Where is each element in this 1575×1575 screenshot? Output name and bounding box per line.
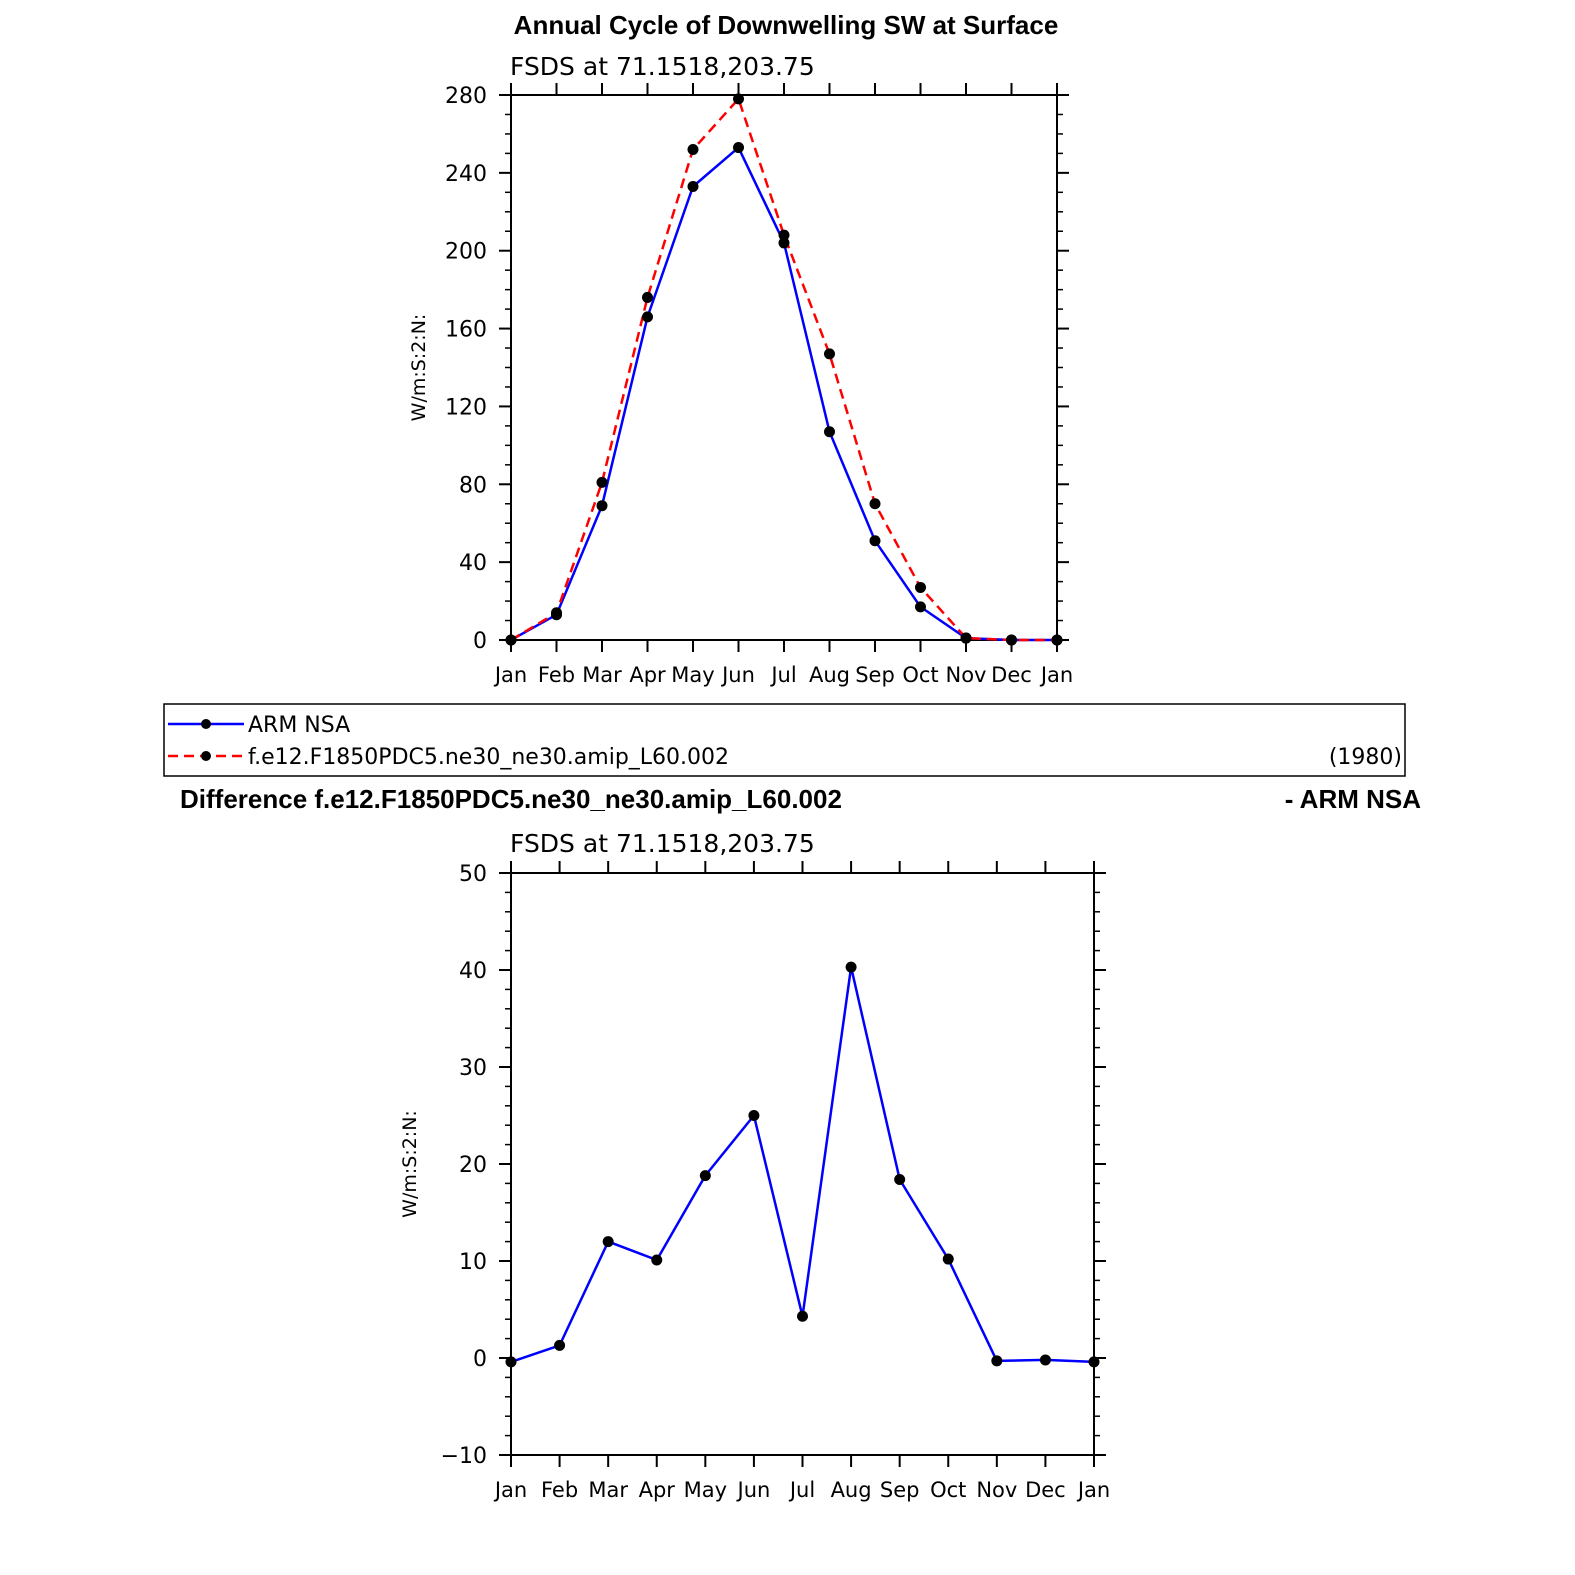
chart1-series-1-point [915,601,926,613]
chart2-ytick-label: 0 [473,1347,487,1372]
chart2-subtitle: FSDS at 71.1518,203.75 [510,829,815,858]
chart2-xtick-label: Jun [736,1478,771,1502]
chart1-xtick-label: Jun [720,663,755,687]
chart1-series-1-point [642,311,653,323]
chart2-series-1-point [845,961,857,973]
chart2-xtick-label: Jan [1076,1478,1110,1502]
chart1-xtick-label: May [671,663,714,687]
chart1-series-1-point [733,142,744,154]
chart1-ytick-label: 40 [459,551,487,576]
chart1-xtick-label: Dec [991,663,1032,687]
legend-marker-arm [201,719,211,729]
chart1-series-2-point [824,348,835,360]
chart2-title-left: Difference f.e12.F1850PDC5.ne30_ne30.ami… [180,784,842,814]
chart2-series-1-line [510,965,1095,1364]
chart1-title: Annual Cycle of Downwelling SW at Surfac… [514,10,1059,40]
chart2-xtick-label: Jan [493,1478,527,1502]
chart1-xtick-label: Aug [809,663,850,687]
chart1-ytick-label: 240 [445,162,487,187]
chart2-series-1-point [602,1236,614,1248]
legend-label-arm: ARM NSA [248,713,350,738]
chart1-series-2-point [505,634,517,646]
chart1-ytick-label: 160 [445,318,487,343]
chart2-series-1-point [699,1170,711,1182]
chart2-series-1-point [991,1355,1003,1367]
chart1-series-1-point [778,237,790,249]
chart1-xtick-label: Sep [855,663,895,687]
chart1-ytick-label: 80 [459,473,487,498]
chart1-ylabel: W/m:S:2:N: [408,314,430,422]
chart1-series-1-point [596,500,608,512]
chart1-series-2-point [960,632,972,644]
chart2-plot-frame [510,872,1095,1456]
chart2-xtick-label: Mar [588,1478,628,1502]
chart1-xtick-label: Oct [902,663,938,687]
chart1-ytick-label: 120 [445,395,487,420]
chart1-plot-frame [510,94,1058,641]
chart1-series-2-point [642,291,653,303]
legend-box [163,703,1406,777]
chart2-series-1-point [748,1110,760,1121]
legend-marker-model [201,751,211,761]
chart2-xtick-label: Jul [788,1478,815,1502]
chart1-series-2-point [733,93,744,105]
chart1-series-2-point [596,476,608,488]
chart2-series-1-point [894,1174,906,1186]
chart2-ytick-label: 30 [459,1056,487,1081]
chart1-subtitle: FSDS at 71.1518,203.75 [510,52,815,81]
chart1-series-2-point [1006,634,1017,646]
chart2-ytick-label: 50 [459,862,487,887]
chart2-series-1-point [942,1253,954,1265]
chart2-plot: −10 0 10 20 30 40 50 Jan Feb Mar Apr May Jun Jul Aug Se… [399,861,1110,1502]
chart2-xtick-label: Nov [976,1478,1017,1502]
chart2-series-1-point [797,1310,808,1322]
chart1-xtick-label: Feb [538,663,575,687]
chart1-xtick-label: Apr [629,663,666,687]
chart2-series-1-point [554,1339,566,1351]
chart1-series-1-line [510,146,1057,642]
chart2-series-1-point [1088,1356,1100,1368]
chart2-ytick-label: 40 [459,959,487,984]
legend-label-model: f.e12.F1850PDC5.ne30_ne30.amip_L60.002 [248,745,729,770]
chart1-xtick-label: Jan [1039,663,1073,687]
chart1-series-2-point [551,607,562,619]
chart2-xtick-label: May [684,1478,727,1502]
chart2-series-1-point [505,1356,517,1368]
chart2-ytick-label: −10 [441,1444,487,1469]
chart1-series-2-point [778,229,790,241]
chart2-xtick-label: Oct [930,1478,966,1502]
chart2-xtick-label: Sep [880,1478,920,1502]
legend-note-year: (1980) [1329,745,1402,770]
chart2-xtick-label: Aug [831,1478,872,1502]
chart1-series-2-point [869,498,881,510]
chart2-ytick-label: 20 [459,1153,487,1178]
chart1-ytick-label: 200 [445,240,487,265]
chart1-ytick-label: 0 [473,629,487,654]
chart2-ylabel: W/m:S:2:N: [399,1110,421,1218]
chart1-xtick-label: Mar [582,663,622,687]
chart1-series-1-point [687,180,699,192]
chart1-xtick-label: Nov [946,663,987,687]
chart1-series-1-point [869,535,881,547]
chart1-series-2-point [1051,634,1063,646]
chart2-xtick-label: Dec [1025,1478,1066,1502]
chart2-xtick-label: Feb [541,1478,578,1502]
chart1-series-1-point [824,426,835,438]
chart1-xtick-label: Jan [493,663,527,687]
chart1-xtick-label: Jul [769,663,796,687]
chart1-series-2-point [687,144,699,155]
chart2-title-right: - ARM NSA [1285,784,1421,814]
chart1-plot: 0 40 80 120 160 200 240 280 Jan Feb Mar Apr May Jun Ju… [408,83,1073,687]
legend: ARM NSA f.e12.F1850PDC5.ne30_ne30.amip_L… [163,703,1406,777]
chart1-series-2-line [510,97,1057,642]
chart2-xtick-label: Apr [639,1478,676,1502]
chart2-ytick-label: 10 [459,1250,487,1275]
chart2-series-1-point [1039,1354,1051,1366]
chart1-series-2-point [915,581,926,593]
chart2-series-1-point [651,1254,663,1266]
chart1-ytick-label: 280 [445,84,487,109]
